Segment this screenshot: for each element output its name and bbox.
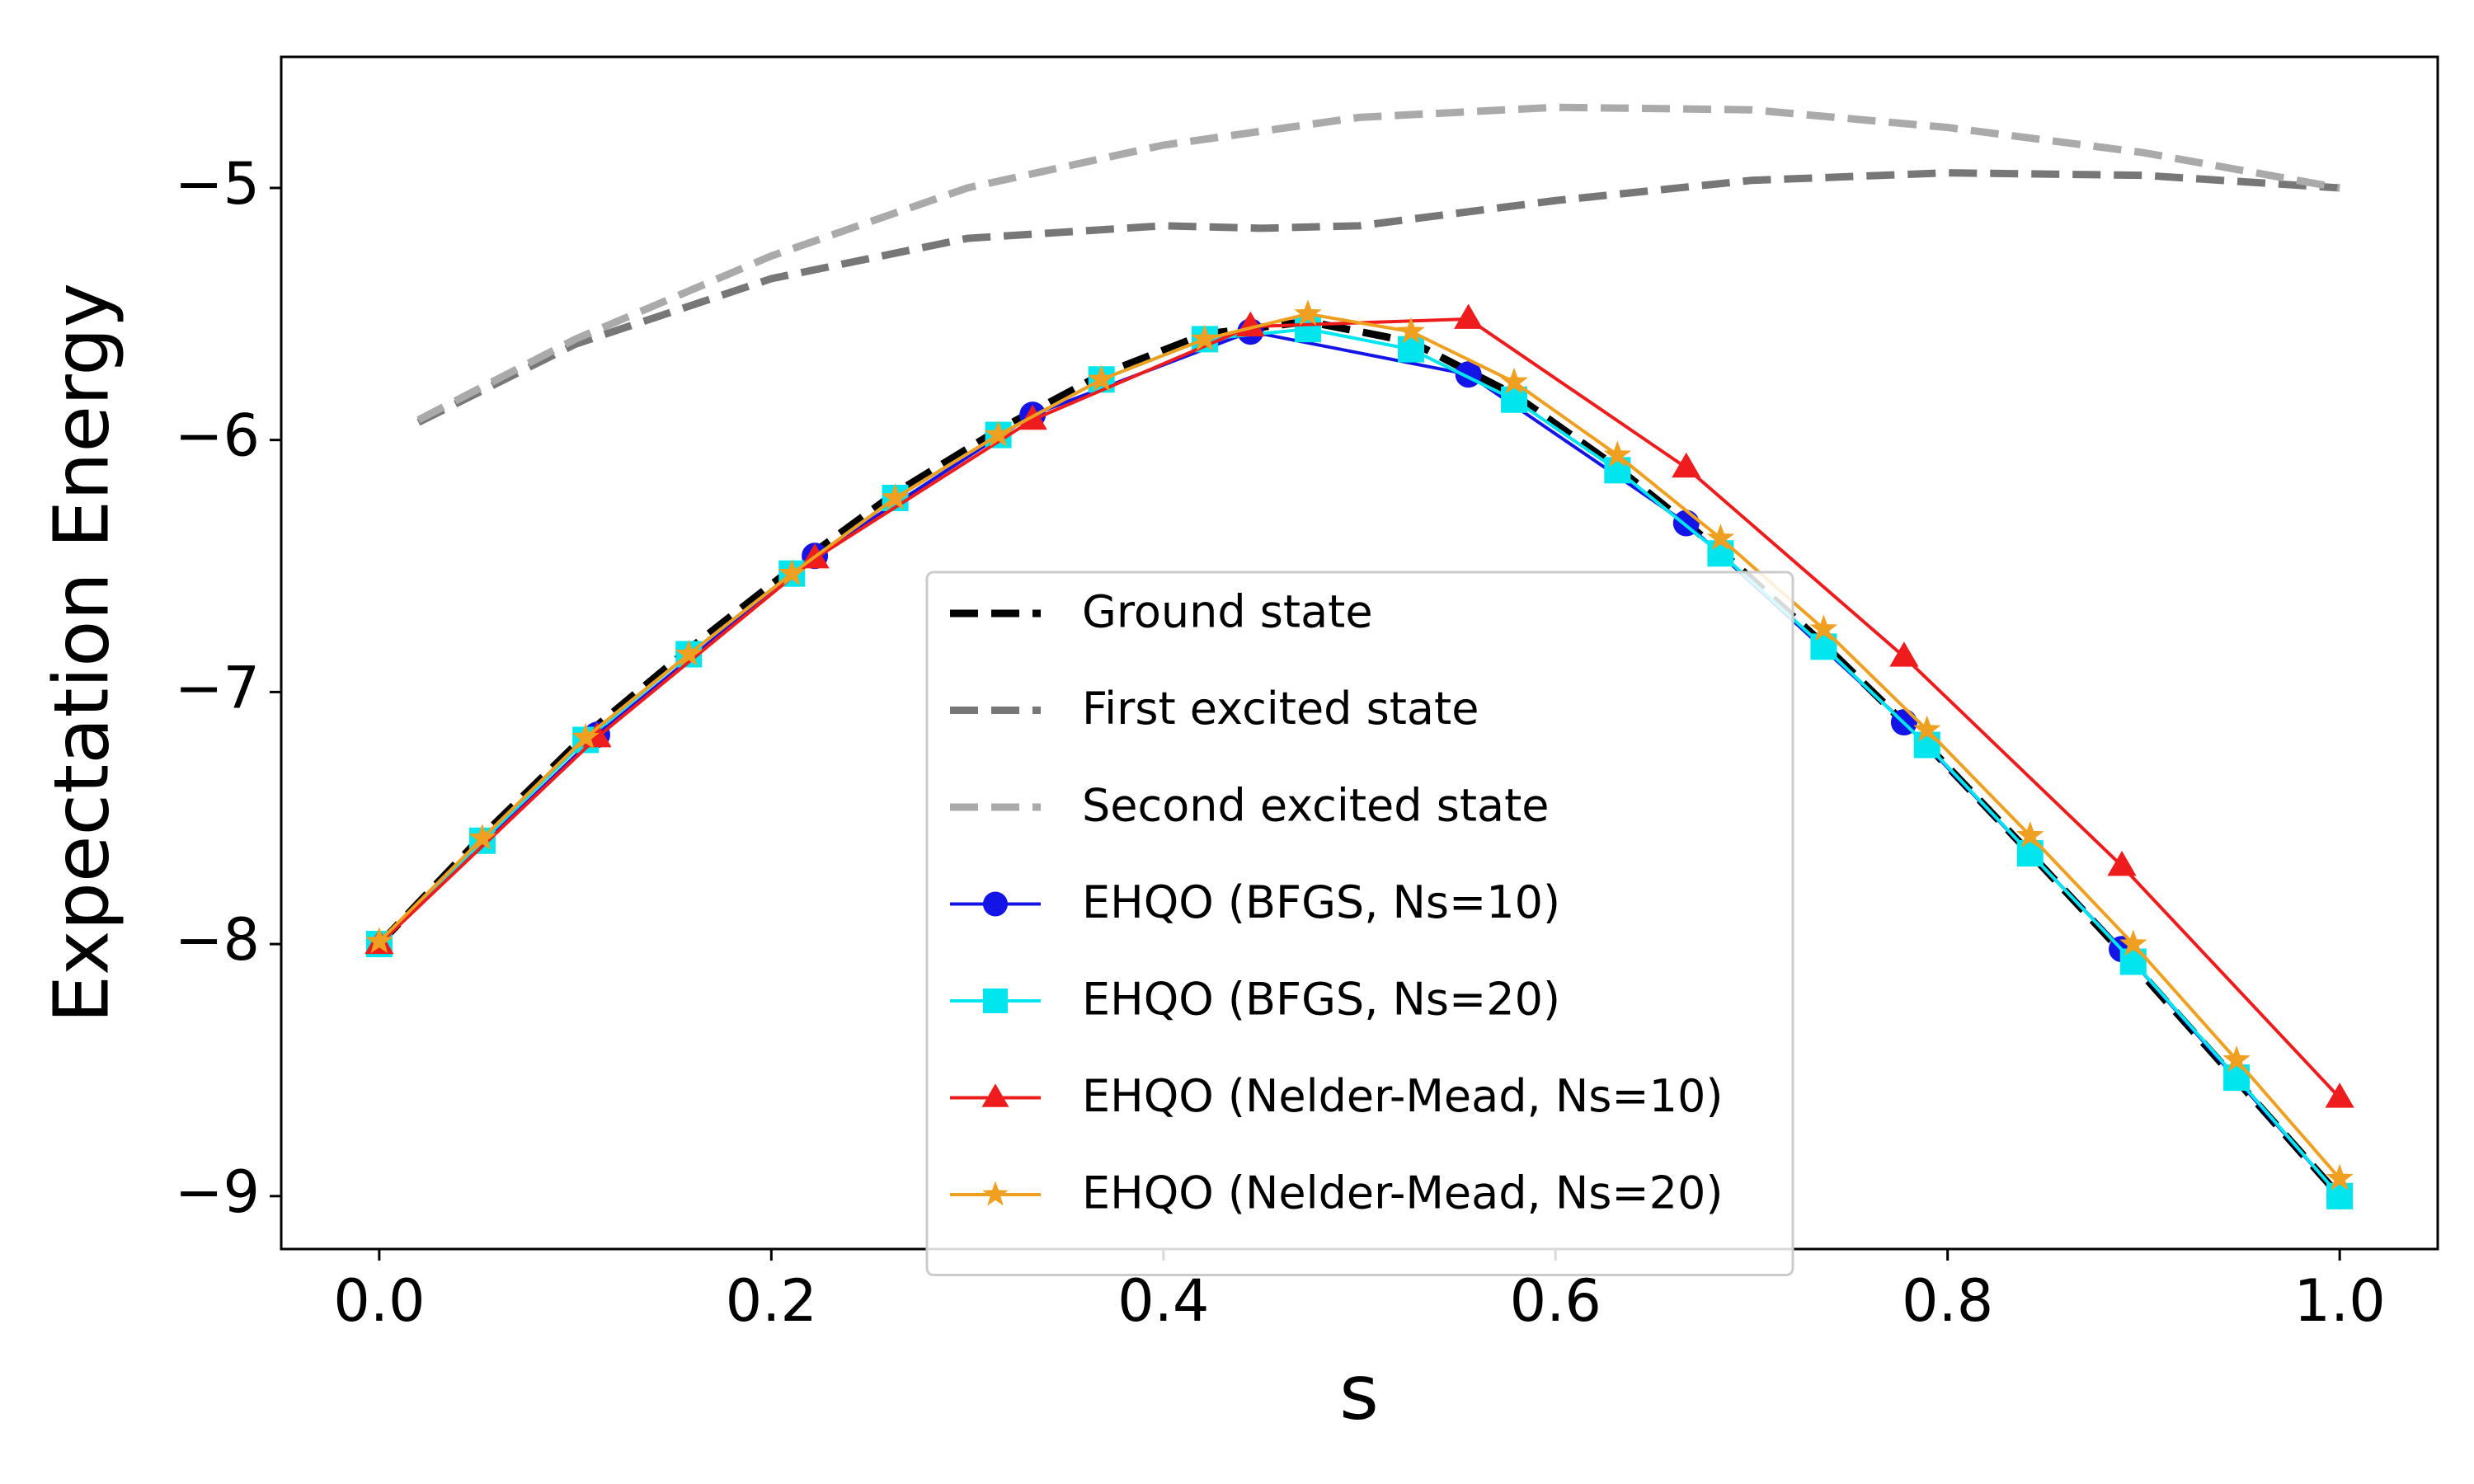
marker <box>983 891 1008 917</box>
marker <box>1913 731 1940 758</box>
series <box>416 103 2340 424</box>
legend-label: EHQO (BFGS, Ns=20) <box>1082 974 1560 1026</box>
marker <box>1912 715 1941 742</box>
x-tick-label: 0.0 <box>333 1267 425 1335</box>
x-tick-label: 0.6 <box>1510 1267 1602 1335</box>
marker <box>1398 336 1425 363</box>
marker <box>675 639 703 666</box>
marker <box>2222 1045 2251 1072</box>
marker <box>2119 929 2147 956</box>
marker <box>2107 850 2137 876</box>
legend-label: EHQO (BFGS, Ns=10) <box>1082 876 1560 928</box>
marker <box>983 989 1008 1013</box>
marker <box>984 420 1013 447</box>
series <box>416 169 2340 426</box>
legend-label: First excited state <box>1082 683 1479 735</box>
marker <box>571 722 600 749</box>
marker <box>1500 367 1528 394</box>
marker <box>1889 641 1919 667</box>
marker <box>468 824 496 850</box>
y-tick-label: −8 <box>175 906 260 974</box>
series-line <box>416 103 2340 424</box>
legend-box <box>925 571 1794 1276</box>
legend-label: Ground state <box>1082 586 1373 638</box>
legend-label: EHQO (Nelder-Mead, Ns=20) <box>1082 1167 1723 1219</box>
x-tick-label: 1.0 <box>2293 1267 2385 1335</box>
marker <box>365 927 393 954</box>
marker <box>881 483 910 510</box>
marker <box>1087 364 1116 392</box>
x-axis-label: s <box>1339 1348 1379 1436</box>
legend: Ground state First excited state Second ex… <box>925 571 1794 1276</box>
marker <box>2325 1082 2354 1108</box>
marker <box>1706 524 1735 551</box>
marker <box>1397 317 1425 344</box>
marker <box>981 1083 1009 1107</box>
marker <box>1603 440 1632 467</box>
series-line <box>378 312 2341 1180</box>
marker <box>2326 1182 2354 1209</box>
marker <box>2326 1163 2354 1190</box>
marker <box>1454 303 1484 329</box>
marker <box>1294 316 1321 343</box>
y-tick-label: −6 <box>175 402 260 470</box>
marker <box>2016 821 2044 848</box>
y-axis-label: Expectation Energy <box>37 283 125 1023</box>
marker <box>1809 614 1838 641</box>
marker <box>1501 386 1528 413</box>
y-tick-label: −5 <box>175 150 260 218</box>
x-tick-label: 0.4 <box>1117 1267 1209 1335</box>
marker <box>1294 299 1322 326</box>
legend-label: Second excited state <box>1082 780 1550 832</box>
series <box>365 299 2354 1190</box>
y-tick-label: −9 <box>175 1158 260 1226</box>
marker <box>778 559 807 585</box>
x-tick-label: 0.8 <box>1902 1267 1993 1335</box>
marker <box>1191 324 1219 351</box>
x-tick-label: 0.2 <box>726 1267 817 1335</box>
series-line <box>416 169 2340 426</box>
marker <box>1672 452 1701 478</box>
legend-label: EHQO (Nelder-Mead, Ns=10) <box>1082 1070 1723 1122</box>
marker <box>982 1181 1009 1206</box>
y-tick-label: −7 <box>175 654 260 721</box>
